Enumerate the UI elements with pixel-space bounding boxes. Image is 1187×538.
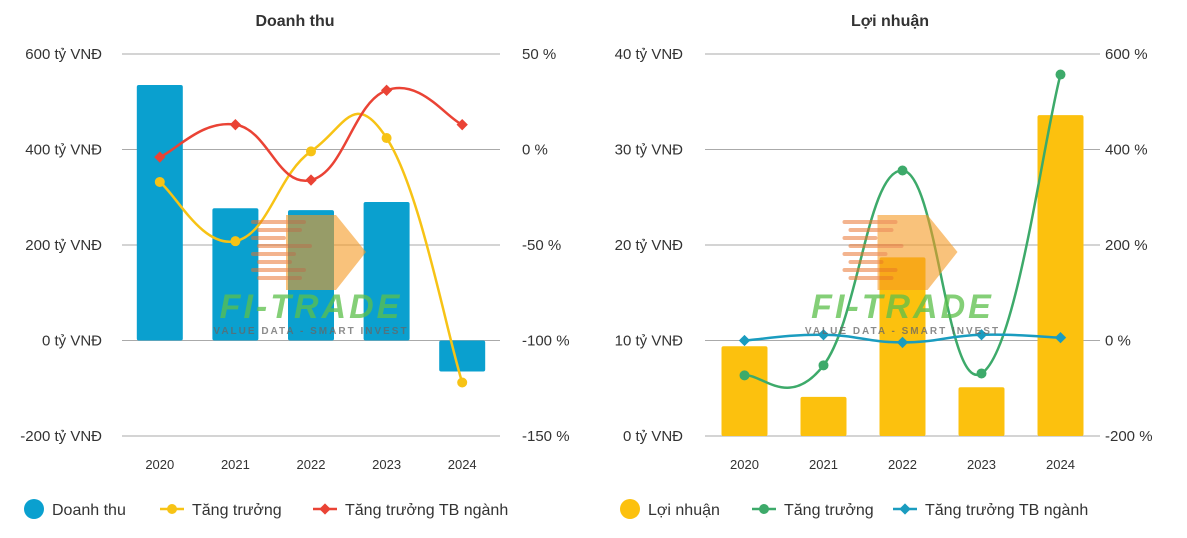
y2-tick-label: 400 % bbox=[1105, 142, 1148, 159]
x-tick-label: 2021 bbox=[221, 457, 250, 472]
y2-tick-label: -150 % bbox=[522, 428, 570, 445]
y2-tick-label: -100 % bbox=[522, 333, 570, 350]
data-point bbox=[976, 368, 987, 379]
y-tick-label: 0 tỷ VNĐ bbox=[42, 333, 102, 350]
legend-item[interactable]: Lợi nhuận bbox=[620, 499, 720, 519]
x-tick-label: 2023 bbox=[967, 457, 996, 472]
legend-item[interactable]: Tăng trưởng bbox=[752, 502, 874, 519]
legend-marker bbox=[167, 504, 177, 514]
data-point bbox=[817, 329, 830, 341]
data-point bbox=[154, 151, 166, 163]
x-tick-label: 2022 bbox=[297, 457, 326, 472]
data-point bbox=[154, 176, 165, 187]
y2-tick-label: 200 % bbox=[1105, 237, 1148, 254]
data-point bbox=[381, 133, 392, 144]
y-tick-label: 20 tỷ VNĐ bbox=[615, 237, 684, 254]
chart-doanh-thu: Doanh thu 600 tỷ VNĐ 400 tỷ VNĐ 200 tỷ VNĐ 0… bbox=[20, 13, 570, 519]
series-line bbox=[158, 112, 464, 383]
bar bbox=[958, 387, 1005, 436]
data-point bbox=[896, 336, 909, 349]
legend-item[interactable]: Tăng trưởng bbox=[160, 502, 282, 519]
legend-item[interactable]: Tăng trưởng TB ngành bbox=[893, 502, 1088, 519]
data-point bbox=[738, 334, 751, 347]
svg-text:VALUE DATA - SMART INVEST: VALUE DATA - SMART INVEST bbox=[213, 326, 408, 337]
legend-marker bbox=[319, 503, 331, 515]
x-tick-label: 2023 bbox=[372, 457, 401, 472]
y-tick-label: 0 tỷ VNĐ bbox=[623, 428, 683, 445]
y2-tick-label: 0 % bbox=[1105, 333, 1131, 350]
y2-tick-label: -50 % bbox=[522, 237, 561, 254]
x-tick-label: 2024 bbox=[1046, 457, 1075, 472]
bar bbox=[1037, 115, 1084, 437]
x-tick-label: 2022 bbox=[888, 457, 917, 472]
bar bbox=[721, 346, 768, 436]
y2-tick-label: 600 % bbox=[1105, 46, 1148, 63]
x-tick-label: 2024 bbox=[448, 457, 477, 472]
data-point bbox=[230, 236, 241, 247]
data-point bbox=[457, 377, 468, 388]
data-point bbox=[306, 146, 316, 157]
y-tick-label: 30 tỷ VNĐ bbox=[615, 142, 684, 159]
data-point bbox=[897, 165, 908, 176]
y-tick-label: 400 tỷ VNĐ bbox=[25, 142, 102, 159]
data-point bbox=[818, 360, 829, 371]
data-point bbox=[380, 84, 393, 96]
data-point bbox=[456, 119, 468, 131]
bar bbox=[136, 85, 183, 341]
svg-text:VALUE DATA - SMART INVEST: VALUE DATA - SMART INVEST bbox=[805, 326, 1000, 337]
legend-marker bbox=[759, 504, 769, 514]
data-point bbox=[975, 329, 988, 341]
legend-item[interactable]: Doanh thu bbox=[24, 499, 126, 519]
chart-loi-nhuan: Lợi nhuận 40 tỷ VNĐ 30 tỷ VNĐ 20 tỷ VNĐ 10 t… bbox=[615, 13, 1153, 519]
y2-tick-label: -200 % bbox=[1105, 428, 1153, 445]
bar bbox=[439, 340, 486, 372]
legend-swatch bbox=[620, 499, 640, 519]
data-point bbox=[229, 119, 242, 131]
y2-tick-label: 50 % bbox=[522, 46, 556, 63]
chart-title: Doanh thu bbox=[255, 13, 334, 30]
data-point bbox=[1054, 331, 1067, 344]
data-point bbox=[739, 370, 750, 381]
legend-swatch bbox=[24, 499, 44, 519]
chart-title: Lợi nhuận bbox=[851, 13, 929, 30]
y2-tick-label: 0 % bbox=[522, 142, 548, 159]
x-tick-label: 2021 bbox=[809, 457, 838, 472]
legend-label: Tăng trưởng TB ngành bbox=[345, 502, 508, 519]
y-tick-label: 600 tỷ VNĐ bbox=[25, 46, 102, 63]
legend-label: Tăng trưởng bbox=[192, 502, 282, 519]
data-point bbox=[1055, 69, 1066, 80]
svg-text:FI-TRADE: FI-TRADE bbox=[220, 288, 403, 326]
y-tick-label: 10 tỷ VNĐ bbox=[615, 333, 684, 350]
legend-label: Tăng trưởng bbox=[784, 502, 874, 519]
legend-label: Tăng trưởng TB ngành bbox=[925, 502, 1088, 519]
legend-label: Lợi nhuận bbox=[648, 502, 720, 519]
y-tick-label: 40 tỷ VNĐ bbox=[615, 46, 684, 63]
y-tick-label: -200 tỷ VNĐ bbox=[20, 428, 102, 445]
svg-text:FI-TRADE: FI-TRADE bbox=[811, 288, 994, 326]
bar bbox=[363, 202, 410, 341]
bar bbox=[800, 396, 847, 436]
y-tick-label: 200 tỷ VNĐ bbox=[25, 237, 102, 254]
legend-item[interactable]: Tăng trưởng TB ngành bbox=[313, 502, 508, 519]
legend-label: Doanh thu bbox=[52, 502, 126, 519]
legend-marker bbox=[899, 503, 911, 515]
series-line bbox=[159, 86, 463, 182]
x-tick-label: 2020 bbox=[730, 457, 759, 472]
x-tick-label: 2020 bbox=[145, 457, 174, 472]
data-point bbox=[305, 174, 317, 186]
